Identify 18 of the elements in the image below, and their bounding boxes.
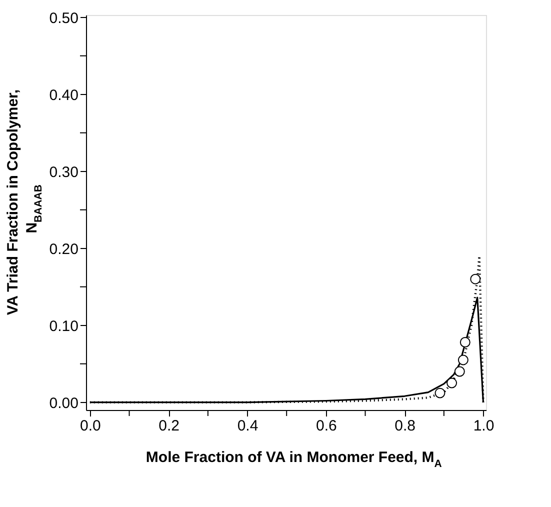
y-tick-label: 0.40 (49, 86, 78, 104)
x-tick-label: 0.2 (158, 418, 180, 434)
y-tick-label: 0.50 (49, 10, 78, 27)
point (460, 337, 470, 348)
point (458, 354, 468, 366)
point (434, 388, 446, 398)
point (446, 378, 458, 388)
y-tick-label: 0.10 (49, 318, 78, 335)
y-tick-label: 0.20 (49, 240, 78, 258)
y-tick-label: 0.00 (49, 394, 78, 412)
point (454, 366, 465, 377)
y-tick-label: 0.30 (49, 164, 78, 181)
x-tick-label: 0.0 (80, 418, 101, 434)
x-tick-label: 0.4 (237, 418, 258, 434)
point (470, 274, 481, 284)
x-tick-label: 0.8 (394, 418, 416, 434)
x-tick-label: 1.0 (473, 418, 494, 434)
x-tick-label: 0.6 (316, 418, 337, 434)
